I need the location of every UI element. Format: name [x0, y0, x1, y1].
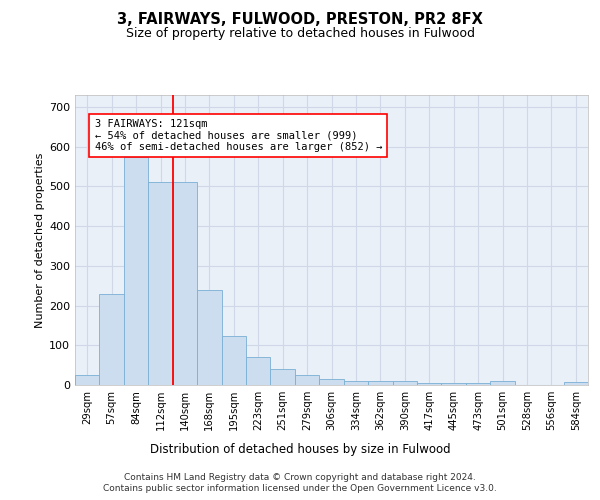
Text: 3, FAIRWAYS, FULWOOD, PRESTON, PR2 8FX: 3, FAIRWAYS, FULWOOD, PRESTON, PR2 8FX [117, 12, 483, 28]
Bar [392, 381, 417, 385]
Bar [442, 383, 466, 385]
Bar [197, 290, 221, 385]
Bar [295, 375, 319, 385]
Bar [173, 182, 197, 385]
Bar [100, 294, 124, 385]
Bar [368, 381, 392, 385]
Bar [344, 381, 368, 385]
Bar [417, 383, 442, 385]
Text: 3 FAIRWAYS: 121sqm
← 54% of detached houses are smaller (999)
46% of semi-detach: 3 FAIRWAYS: 121sqm ← 54% of detached hou… [95, 119, 382, 152]
Text: Contains HM Land Registry data © Crown copyright and database right 2024.: Contains HM Land Registry data © Crown c… [124, 472, 476, 482]
Bar [319, 379, 344, 385]
Bar [124, 156, 148, 385]
Bar [271, 369, 295, 385]
Bar [221, 336, 246, 385]
Text: Distribution of detached houses by size in Fulwood: Distribution of detached houses by size … [149, 442, 451, 456]
Bar [246, 357, 271, 385]
Bar [490, 381, 515, 385]
Bar [75, 375, 100, 385]
Bar [466, 383, 490, 385]
Text: Contains public sector information licensed under the Open Government Licence v3: Contains public sector information licen… [103, 484, 497, 493]
Text: Size of property relative to detached houses in Fulwood: Size of property relative to detached ho… [125, 28, 475, 40]
Bar [148, 182, 173, 385]
Y-axis label: Number of detached properties: Number of detached properties [35, 152, 45, 328]
Bar [563, 382, 588, 385]
